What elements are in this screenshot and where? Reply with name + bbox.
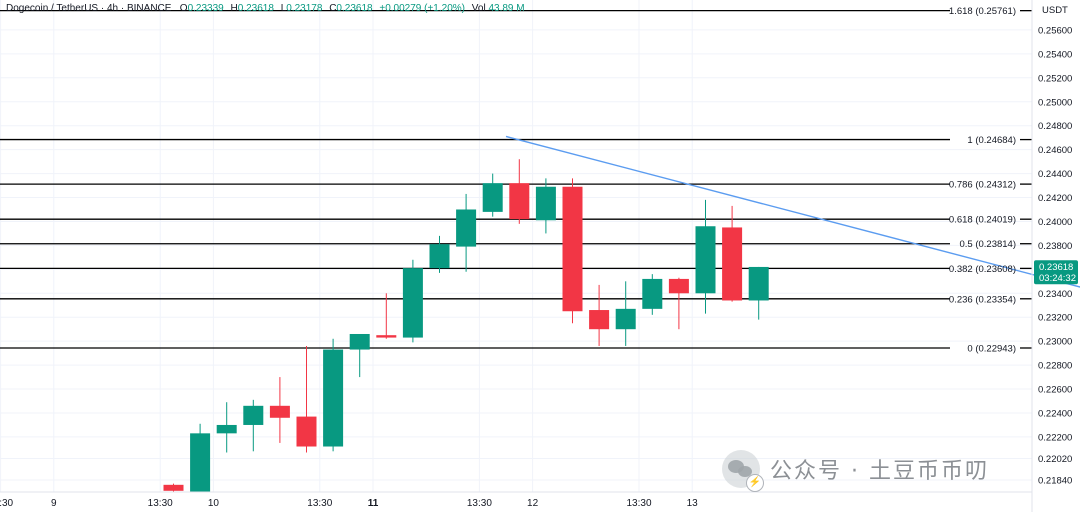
price-tick-label: 0.22400 xyxy=(1038,408,1072,419)
change-value: +0.00279 (+1.20%) xyxy=(379,3,465,14)
candle-body-up[interactable] xyxy=(642,278,663,309)
candle-body-up[interactable] xyxy=(535,186,556,221)
lightning-icon[interactable]: ⚡ xyxy=(746,474,764,492)
fib-level-label: 0.618 (0.24019) xyxy=(949,215,1016,226)
time-tick-label: 13 xyxy=(687,498,699,509)
price-tick-label: 0.22600 xyxy=(1038,385,1072,396)
time-tick-label: 13:30 xyxy=(626,498,651,509)
price-tick-label: 0.23800 xyxy=(1038,241,1072,252)
candle-body-up[interactable] xyxy=(695,226,716,294)
price-tick-label: 0.21840 xyxy=(1038,476,1072,487)
candle-body-down[interactable] xyxy=(269,405,290,418)
symbol-legend: Dogecoin / TetherUS · 4h · BINANCE O0.23… xyxy=(6,3,529,14)
wechat-logo-icon xyxy=(722,450,760,488)
current-price-tag xyxy=(1034,260,1078,285)
time-tick-label: 11 xyxy=(368,498,379,509)
trendline-layer xyxy=(505,135,1080,296)
time-tick-label: 13:30 xyxy=(0,498,14,509)
price-tick-label: 0.22020 xyxy=(1038,454,1072,465)
candle-body-up[interactable] xyxy=(429,244,450,269)
symbol-name[interactable]: Dogecoin / TetherUS · 4h · BINANCE xyxy=(6,3,172,14)
grid xyxy=(0,0,1032,492)
candle-body-up[interactable] xyxy=(190,433,211,492)
price-tick-label: 0.22800 xyxy=(1038,361,1072,372)
price-tick-label: 0.24200 xyxy=(1038,193,1072,204)
fib-level-label: 0.236 (0.23354) xyxy=(949,294,1016,305)
fibonacci-retracement xyxy=(0,10,1032,349)
fib-level-label: 0.382 (0.23608) xyxy=(949,264,1016,275)
open-value: 0.23339 xyxy=(187,3,224,14)
candle-body-up[interactable] xyxy=(482,183,503,212)
close-value: 0.23618 xyxy=(336,3,373,14)
price-tick-label: 0.22200 xyxy=(1038,432,1072,443)
low-value: 0.23178 xyxy=(286,3,323,14)
high-value: 0.23618 xyxy=(237,3,274,14)
trendline[interactable] xyxy=(505,135,1080,296)
candle-body-up[interactable] xyxy=(456,209,477,247)
fib-level-label: 1 (0.24684) xyxy=(967,135,1016,146)
time-tick-label: 10 xyxy=(208,498,220,509)
candle-body-down[interactable] xyxy=(722,227,743,301)
candles xyxy=(163,159,769,492)
time-tick-label: 13:30 xyxy=(307,498,332,509)
price-tick-label: 0.25200 xyxy=(1038,73,1072,84)
candle-body-down[interactable] xyxy=(376,335,397,338)
volume-label: Vol xyxy=(471,3,486,14)
candle-body-down[interactable] xyxy=(562,186,583,312)
time-tick-label: 13:30 xyxy=(467,498,492,509)
time-axis: 713:30813:30913:301013:301113:301213:301… xyxy=(0,491,1032,509)
price-tick-label: 0.24800 xyxy=(1038,121,1072,132)
candle-body-up[interactable] xyxy=(615,308,636,330)
currency-label: USDT xyxy=(1042,5,1068,16)
volume-value: 43.89 M xyxy=(488,3,525,14)
fib-level-label: 0.5 (0.23814) xyxy=(959,239,1016,250)
price-tick-label: 0.24000 xyxy=(1038,217,1072,228)
time-tick-label: 9 xyxy=(51,498,57,509)
candle-countdown: 03:24:32 xyxy=(1039,273,1076,284)
candle-body-down[interactable] xyxy=(589,310,610,330)
fib-level-label: 0.786 (0.24312) xyxy=(949,180,1016,191)
open-label: O xyxy=(179,3,188,14)
candle-body-down[interactable] xyxy=(509,183,530,220)
candle-body-up[interactable] xyxy=(402,268,423,338)
price-tick-label: 0.25000 xyxy=(1038,97,1072,108)
fib-level-label: 0 (0.22943) xyxy=(967,343,1016,354)
close-label: C xyxy=(329,3,337,14)
candle-body-down[interactable] xyxy=(296,416,317,447)
candle-body-down[interactable] xyxy=(163,484,184,491)
candle-body-down[interactable] xyxy=(668,278,689,294)
price-tick-label: 0.23200 xyxy=(1038,313,1072,324)
candle-body-up[interactable] xyxy=(243,405,264,425)
fib-level-label: 1.618 (0.25761) xyxy=(949,6,1016,17)
candle-body-up[interactable] xyxy=(748,266,769,301)
time-tick-label: 13:30 xyxy=(148,498,173,509)
price-tick-label: 0.23000 xyxy=(1038,337,1072,348)
watermark-text: 公众号 · 土豆币币叨 xyxy=(770,459,989,484)
price-tick-label: 0.25600 xyxy=(1038,25,1072,36)
price-tick-label: 0.23400 xyxy=(1038,289,1072,300)
price-axis: 0.21840 0.22020 0.22200 0.22400 0.22600 0.228… xyxy=(1031,0,1078,512)
high-label: H xyxy=(230,3,238,14)
fib-labels: 1.618 (0.25761) 1 (0.24684) 0.786 (0.24312… xyxy=(949,6,1016,354)
candle-body-up[interactable] xyxy=(349,333,370,350)
time-tick-label: 12 xyxy=(527,498,539,509)
watermark: 公众号 · 土豆币币叨 xyxy=(722,450,989,488)
candle-body-up[interactable] xyxy=(216,424,237,434)
price-tick-label: 0.25400 xyxy=(1038,49,1072,60)
low-label: L xyxy=(280,3,287,14)
current-price-value: 0.23618 xyxy=(1039,262,1073,273)
price-tick-label: 0.24600 xyxy=(1038,145,1072,156)
candle-body-up[interactable] xyxy=(323,349,344,447)
price-tick-label: 0.24400 xyxy=(1038,169,1072,180)
